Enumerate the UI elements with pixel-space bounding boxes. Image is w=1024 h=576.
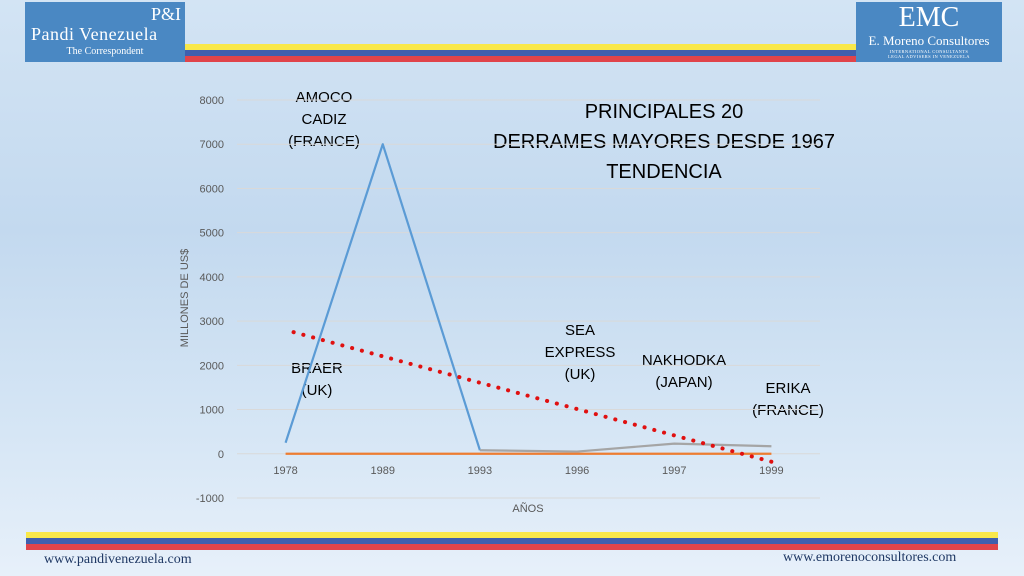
annotation-nakhodka: NAKHODKA (JAPAN) — [641, 352, 727, 391]
series-line — [479, 442, 772, 453]
header-stripe-red — [185, 56, 856, 62]
y-tick-label: 2000 — [200, 360, 224, 372]
logo-pi-text: P&I — [150, 4, 181, 24]
series-lines — [284, 143, 772, 455]
y-tick-label: 5000 — [200, 228, 224, 240]
y-tick-label: 6000 — [200, 183, 224, 195]
header-stripe-blue — [185, 50, 856, 56]
y-tick-label: 3000 — [200, 316, 224, 328]
logo-emc-text: EMC — [898, 2, 960, 33]
annotation-amoco-cadiz: AMOCO CADIZ (FRANCE) — [288, 89, 360, 150]
annotation-erika: ERIKA (FRANCE) — [752, 380, 824, 419]
y-axis-label: MILLONES DE US$ — [179, 249, 191, 347]
y-tick-label: 1000 — [200, 405, 224, 417]
gridlines — [237, 99, 820, 499]
x-axis-label: AÑOS — [512, 502, 543, 515]
x-axis-ticks: 1978 1989 1993 1996 1997 1999 — [273, 465, 783, 477]
y-tick-label: -1000 — [196, 493, 224, 505]
logo-name-text: Pandi Venezuela — [31, 24, 158, 44]
y-tick-label: 8000 — [200, 95, 224, 107]
logo-emc-tagline: INTERNATIONAL CONSULTANTS LEGAL ADVISERS… — [888, 49, 970, 59]
annotation-braer: BRAER (UK) — [291, 360, 343, 399]
series-line — [284, 143, 481, 451]
y-tick-label: 4000 — [200, 272, 224, 284]
annotation-sea-express: SEA EXPRESS (UK) — [544, 322, 616, 383]
footer-link-pandivenezuela[interactable]: www.pandivenezuela.com — [44, 552, 192, 567]
x-tick-label: 1997 — [662, 465, 686, 477]
x-tick-label: 1978 — [273, 465, 297, 477]
trendline — [291, 330, 774, 464]
y-axis-ticks: -1000 0 1000 2000 3000 4000 5000 6000 7000 8000 — [196, 95, 224, 505]
chart-title-line-3: TENDENCIA — [606, 161, 722, 183]
chart-title-line-2: DERRAMES MAYORES DESDE 1967 — [493, 131, 835, 153]
chart-title-line-1: PRINCIPALES 20 — [584, 101, 744, 123]
footer-link-emorenoconsultores[interactable]: www.emorenoconsultores.com — [783, 550, 957, 565]
logo-emc-name: E. Moreno Consultores — [868, 33, 990, 48]
header-stripe-yellow — [185, 44, 856, 50]
y-tick-label: 7000 — [200, 139, 224, 151]
x-tick-label: 1999 — [759, 465, 783, 477]
x-tick-label: 1989 — [371, 465, 395, 477]
x-tick-label: 1996 — [565, 465, 589, 477]
y-tick-label: 0 — [218, 449, 224, 461]
footer-stripe-red — [26, 544, 998, 550]
logo-sub-text: The Correspondent — [66, 46, 144, 57]
footer-stripe-blue — [26, 538, 998, 544]
chart-title: PRINCIPALES 20 DERRAMES MAYORES DESDE 19… — [470, 97, 858, 187]
emc-logo: EMC E. Moreno Consultores INTERNATIONAL … — [856, 2, 1002, 62]
x-tick-label: 1993 — [468, 465, 492, 477]
pandi-venezuela-logo: P&I Pandi Venezuela The Correspondent — [25, 2, 185, 62]
trendline-dotted — [291, 330, 774, 464]
footer-stripe-yellow — [26, 532, 998, 538]
